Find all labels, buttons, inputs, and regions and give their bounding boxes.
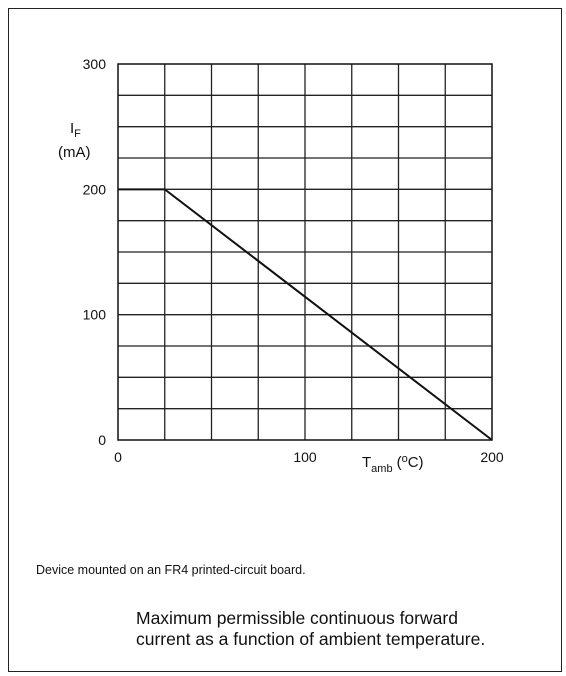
caption-line: current as a function of ambient tempera… [136, 629, 486, 649]
figure-frame [8, 8, 562, 672]
y-tick-label: 300 [83, 56, 107, 72]
series-line [118, 188, 493, 441]
y-axis-unit: (mA) [58, 144, 91, 161]
x-axis-label: Tamb (oC) [362, 453, 424, 475]
figure-caption: Maximum permissible continuous forward c… [136, 608, 556, 650]
plot-border [117, 63, 493, 441]
footnote: Device mounted on an FR4 printed-circuit… [36, 563, 306, 577]
x-tick-label: 100 [293, 449, 317, 465]
x-tick-label: 0 [114, 449, 122, 465]
chart-grid [118, 64, 492, 440]
caption-line: Maximum permissible continuous forward [136, 608, 458, 628]
y-tick-label: 100 [83, 307, 107, 323]
y-tick-label: 0 [98, 432, 106, 448]
x-tick-label: 200 [480, 449, 504, 465]
y-tick-label: 200 [83, 181, 107, 197]
y-axis-label: IF [70, 120, 81, 140]
